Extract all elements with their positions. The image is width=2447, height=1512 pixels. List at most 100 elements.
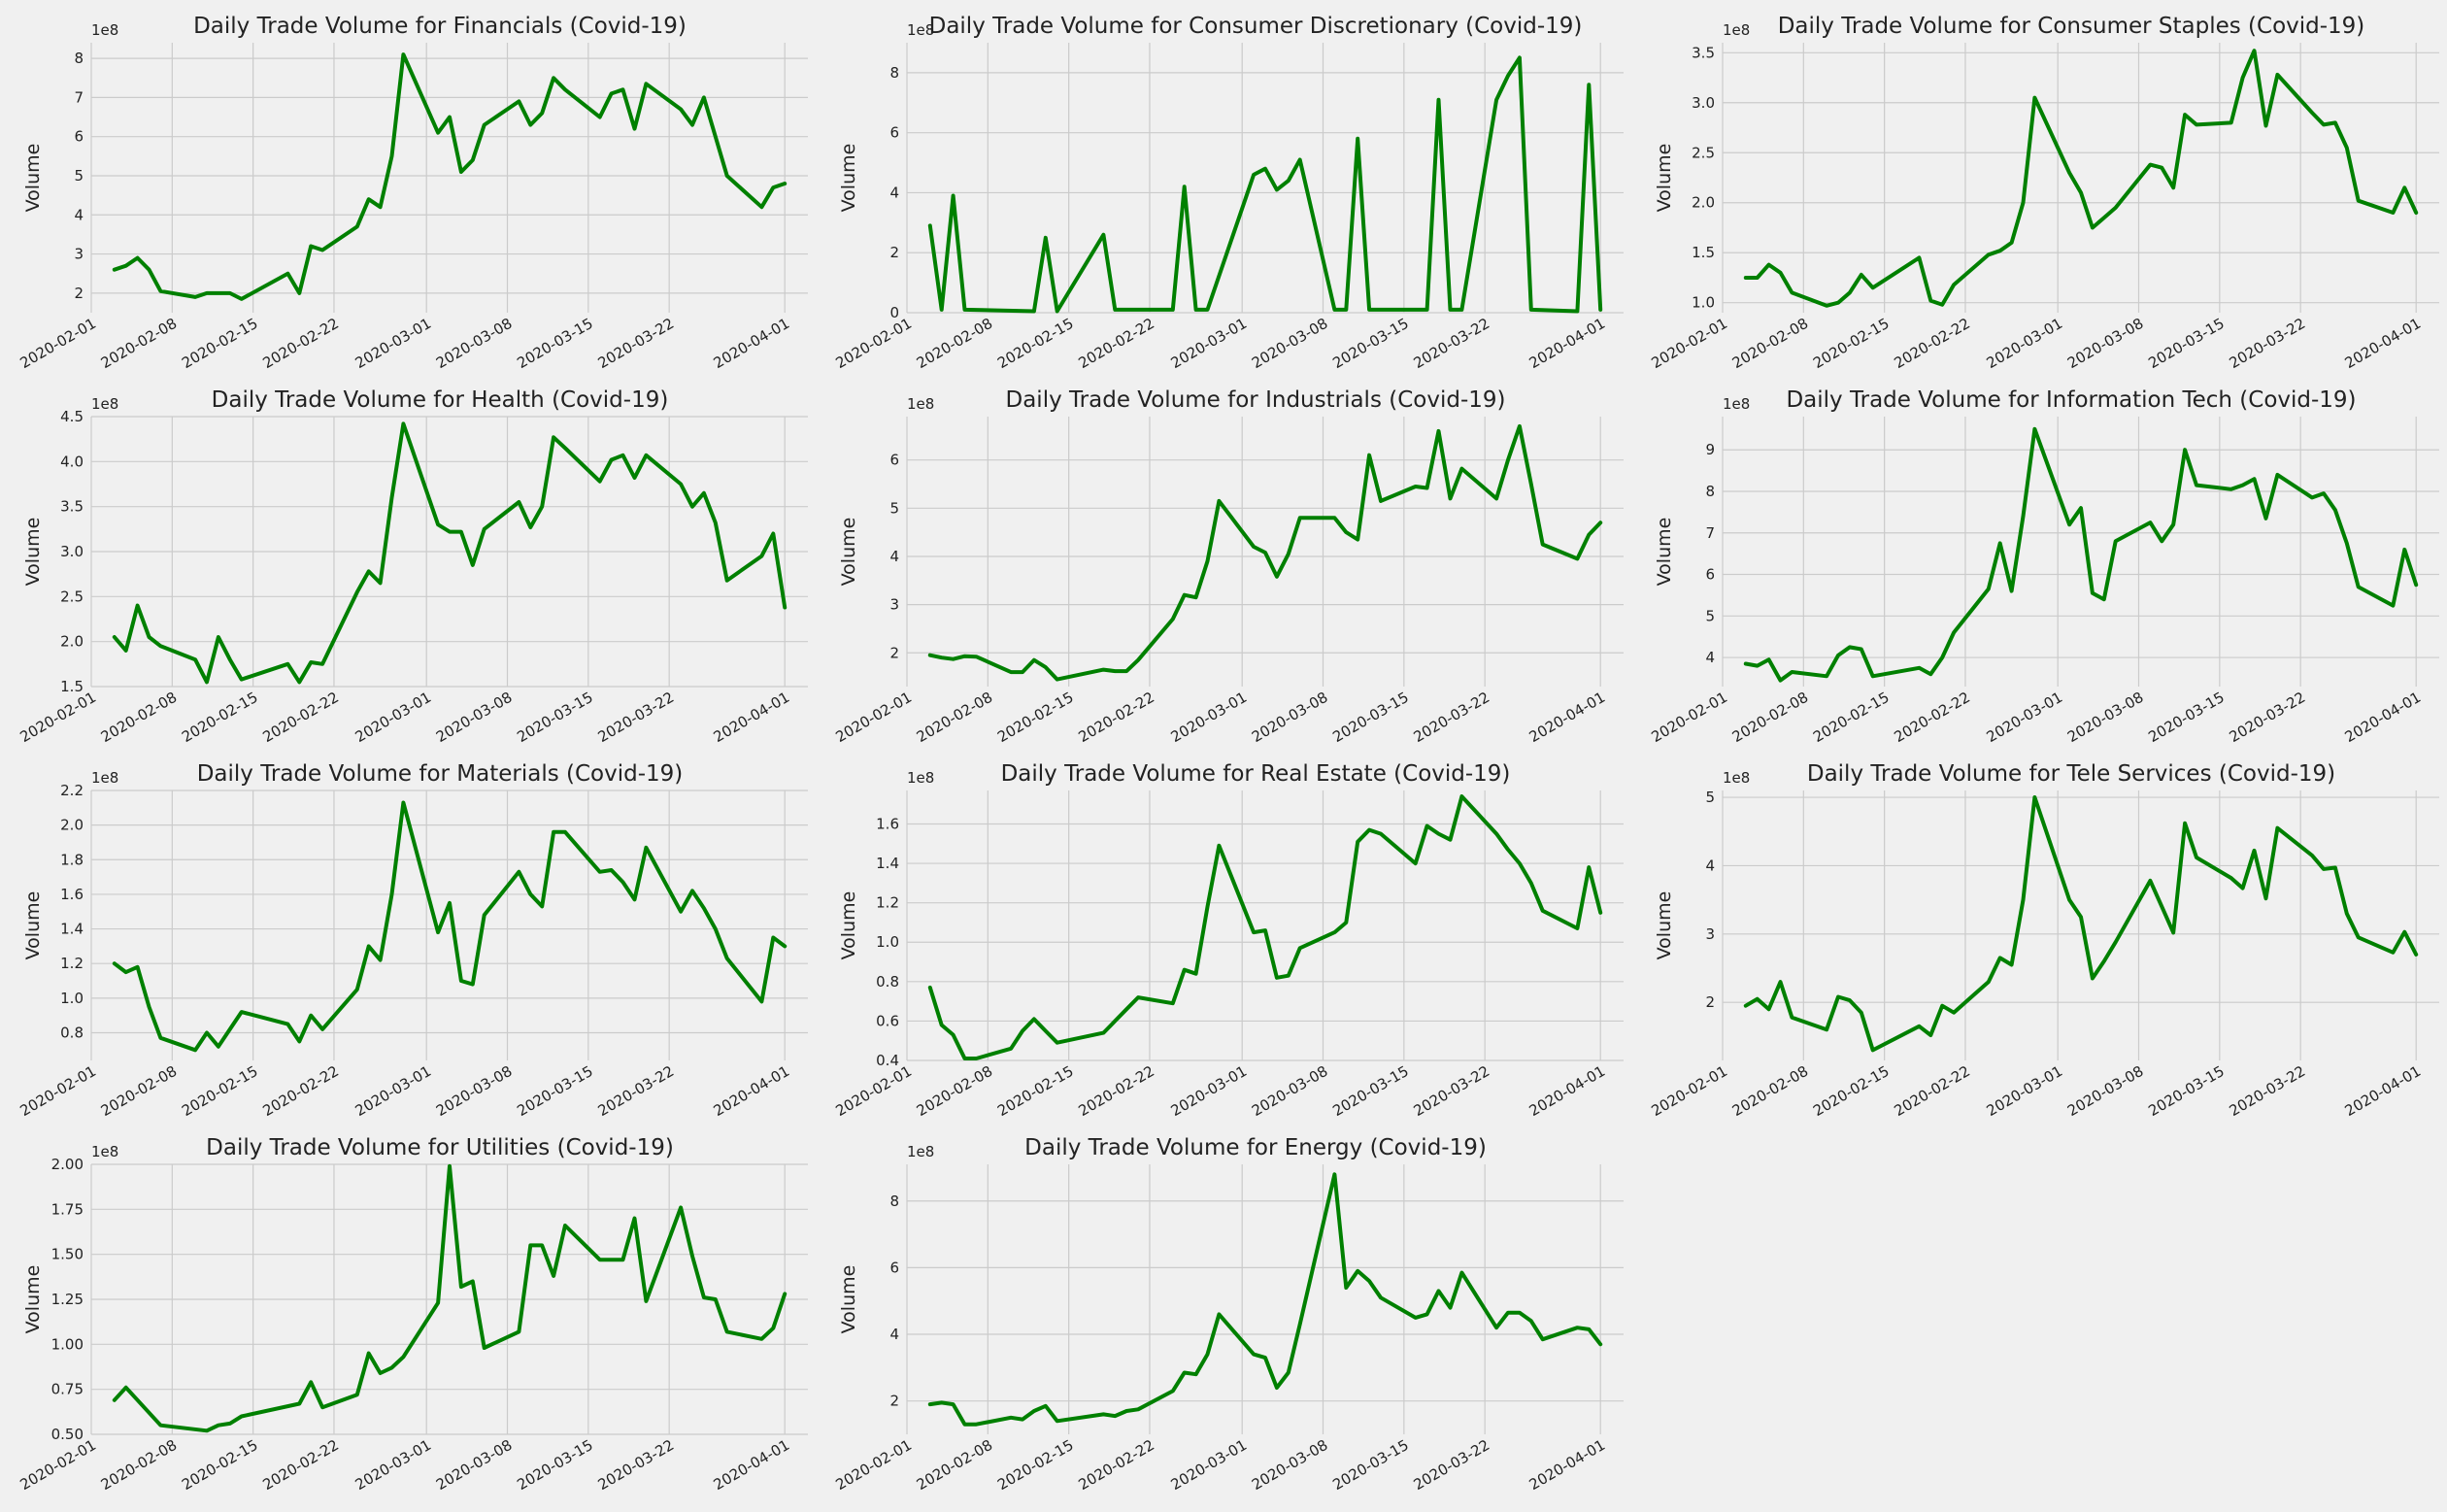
chart-5-series-line — [1743, 426, 2419, 683]
chart-1-ytick-label-1: 2 — [889, 244, 899, 261]
chart-4-point-17 — [1205, 559, 1209, 563]
chart-8-point-12 — [1940, 1004, 1944, 1008]
chart-10-xtick-label-3: 2020-02-22 — [1075, 1436, 1157, 1494]
chart-5-title: Daily Trade Volume for Information Tech … — [1786, 387, 2356, 413]
chart-6-point-27 — [552, 830, 555, 834]
chart-3-point-40 — [771, 531, 775, 535]
chart-10-point-26 — [1356, 1269, 1359, 1273]
chart-9-xtick-label-2: 2020-02-15 — [179, 1436, 261, 1494]
chart-3-point-4 — [158, 644, 162, 648]
chart-1-point-18 — [1332, 308, 1336, 312]
chart-5-point-35 — [2322, 491, 2326, 495]
chart-3-point-17 — [389, 495, 393, 499]
chart-4-point-7 — [1032, 658, 1036, 662]
chart-8-point-28 — [2195, 856, 2198, 859]
chart-7-xtick-label-0: 2020-02-01 — [832, 1062, 915, 1120]
chart-8-point-38 — [2357, 935, 2361, 939]
chart-7-ytick-label-5: 1.4 — [876, 855, 899, 872]
chart-0-point-7 — [217, 291, 220, 295]
chart-0-ytick-label-5: 7 — [74, 88, 84, 106]
chart-10-point-29 — [1414, 1316, 1418, 1320]
chart-6-point-9 — [240, 1010, 244, 1014]
chart-0-series-line — [112, 52, 788, 301]
chart-4-point-20 — [1263, 551, 1267, 554]
chart-4-point-14 — [1171, 618, 1175, 622]
chart-3-point-27 — [552, 435, 555, 439]
chart-6-xtick-label-6: 2020-03-15 — [514, 1062, 596, 1120]
chart-10-point-8 — [1044, 1404, 1048, 1408]
chart-4-ytick-label-1: 3 — [889, 596, 899, 614]
chart-2-ytick-label-0: 1.0 — [1692, 294, 1715, 312]
chart-10-ytick-label-1: 4 — [889, 1326, 899, 1343]
chart-3-point-8 — [228, 657, 232, 661]
chart-3-point-38 — [725, 579, 729, 583]
chart-10-ytick-label-2: 6 — [889, 1259, 899, 1276]
chart-5-point-21 — [2091, 591, 2095, 595]
chart-8-xtick-label-8: 2020-04-01 — [2342, 1062, 2425, 1120]
chart-9-point-20 — [517, 1329, 520, 1333]
chart-7-ytick-label-6: 1.6 — [876, 815, 899, 832]
chart-10-point-35 — [1506, 1311, 1510, 1315]
chart-8-point-13 — [1952, 1011, 1956, 1015]
chart-4-point-36 — [1518, 424, 1522, 428]
chart-10-point-2 — [952, 1402, 955, 1406]
chart-3-point-18 — [401, 421, 405, 425]
chart-10-point-23 — [1298, 1323, 1302, 1327]
chart-5-point-11 — [1928, 672, 1932, 676]
chart-7-point-25 — [1344, 921, 1348, 924]
chart-4-ytick-label-4: 6 — [889, 452, 899, 469]
chart-0-point-0 — [113, 268, 117, 272]
chart-6-xtick-label-3: 2020-02-22 — [259, 1062, 342, 1120]
chart-panel-financials: 23456782020-02-012020-02-082020-02-15202… — [17, 14, 808, 372]
chart-9-ylabel: Volume — [22, 1265, 44, 1334]
chart-8-point-6 — [1836, 995, 1840, 999]
chart-8-ytick-label-1: 3 — [1705, 925, 1715, 943]
chart-4-point-22 — [1287, 552, 1291, 555]
chart-6-point-35 — [690, 889, 694, 892]
chart-2-point-4 — [1790, 290, 1793, 294]
chart-0-point-9 — [240, 297, 244, 301]
chart-1-point-25 — [1459, 308, 1463, 312]
chart-9-ytick-label-6: 2.00 — [51, 1156, 84, 1173]
chart-1-point-29 — [1529, 308, 1533, 312]
chart-5-point-29 — [2229, 487, 2233, 491]
chart-9-ytick-label-3: 1.25 — [51, 1291, 84, 1308]
chart-6-point-25 — [528, 892, 532, 896]
chart-2-point-18 — [2032, 96, 2036, 100]
chart-4-point-5 — [1009, 670, 1013, 674]
chart-0-ytick-label-4: 6 — [74, 128, 84, 146]
chart-2-point-23 — [2114, 206, 2118, 210]
chart-4-ytick-label-3: 5 — [889, 499, 899, 517]
chart-4-point-27 — [1367, 454, 1371, 457]
chart-6-ytick-label-3: 1.4 — [60, 921, 84, 938]
chart-2-xtick-label-7: 2020-03-22 — [2227, 315, 2309, 372]
chart-6-point-6 — [205, 1030, 209, 1034]
chart-0-point-22 — [471, 158, 475, 162]
chart-3-point-0 — [113, 635, 117, 639]
chart-6-ytick-label-5: 1.8 — [60, 851, 84, 868]
chart-7-point-38 — [1541, 909, 1545, 913]
chart-7-xtick-label-1: 2020-02-08 — [914, 1062, 996, 1120]
chart-2-point-41 — [2414, 211, 2418, 215]
chart-1-ytick-label-2: 4 — [889, 184, 899, 201]
chart-8-point-15 — [1998, 956, 2002, 959]
chart-4-xtick-label-7: 2020-03-22 — [1411, 689, 1493, 746]
chart-9-xtick-label-6: 2020-03-15 — [514, 1436, 596, 1494]
chart-2-point-3 — [1779, 271, 1783, 275]
chart-5-xtick-label-4: 2020-03-01 — [1984, 689, 2066, 746]
chart-6-point-15 — [367, 944, 371, 948]
chart-7-point-29 — [1414, 861, 1418, 865]
chart-3-ytick-label-0: 1.5 — [60, 678, 84, 695]
chart-3-point-10 — [285, 662, 289, 666]
chart-0-xtick-label-5: 2020-03-08 — [433, 315, 516, 372]
chart-1-point-32 — [1598, 308, 1602, 312]
chart-8-point-14 — [1987, 980, 1991, 984]
chart-10-point-14 — [1171, 1389, 1175, 1393]
chart-2-point-16 — [2010, 241, 2014, 245]
chart-3-point-7 — [217, 635, 220, 639]
chart-3-xtick-label-7: 2020-03-22 — [595, 689, 678, 746]
chart-1-xtick-label-4: 2020-03-01 — [1168, 315, 1251, 372]
chart-5-point-34 — [2310, 495, 2314, 499]
chart-2-point-24 — [2148, 163, 2152, 167]
chart-6-y-multiplier: 1e8 — [91, 769, 118, 787]
